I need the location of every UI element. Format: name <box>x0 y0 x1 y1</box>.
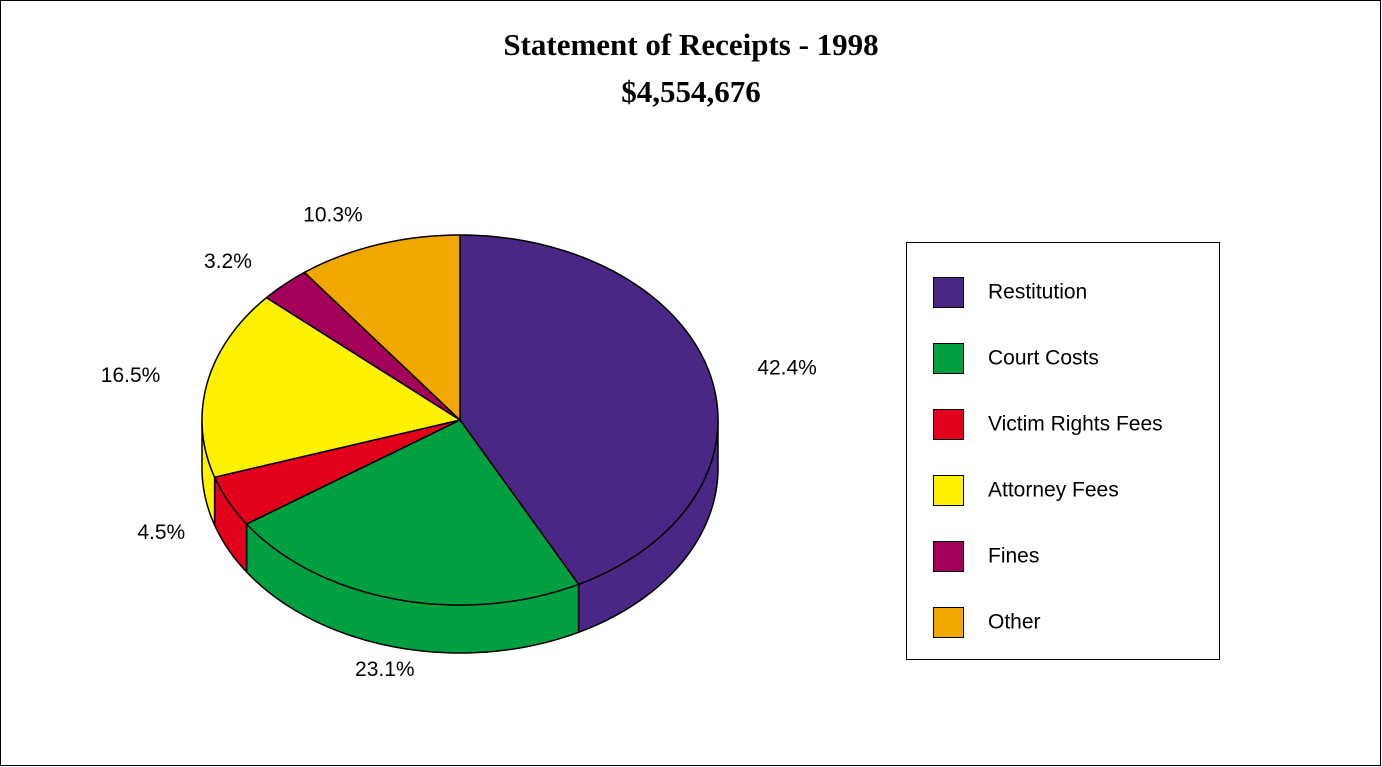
chart-subtitle: $4,554,676 <box>621 74 761 109</box>
legend-label: Fines <box>988 545 1039 568</box>
slice <box>265 271 461 421</box>
slice <box>201 296 462 479</box>
legend-swatch <box>933 277 964 308</box>
slice <box>459 234 719 586</box>
data-label: 16.5% <box>101 364 161 387</box>
legend-label: Other <box>988 611 1041 634</box>
chart-title: Statement of Receipts - 1998 <box>503 27 878 62</box>
legend-swatch <box>933 409 964 440</box>
legend-swatch <box>933 343 964 374</box>
slice <box>213 419 461 525</box>
data-label: 42.4% <box>757 357 817 380</box>
legend-label: Victim Rights Fees <box>988 413 1163 436</box>
legend-label: Attorney Fees <box>988 479 1119 502</box>
legend-swatch <box>933 607 964 638</box>
legend-label: Restitution <box>988 281 1087 304</box>
data-label: 10.3% <box>303 204 363 227</box>
data-label: 3.2% <box>204 250 252 273</box>
data-label: 23.1% <box>355 658 415 681</box>
data-label: 4.5% <box>137 521 185 544</box>
legend-swatch <box>933 541 964 572</box>
slice <box>245 419 580 606</box>
legend-swatch <box>933 475 964 506</box>
slice <box>303 234 461 422</box>
legend-label: Court Costs <box>988 347 1099 370</box>
legend-box <box>906 242 1220 660</box>
